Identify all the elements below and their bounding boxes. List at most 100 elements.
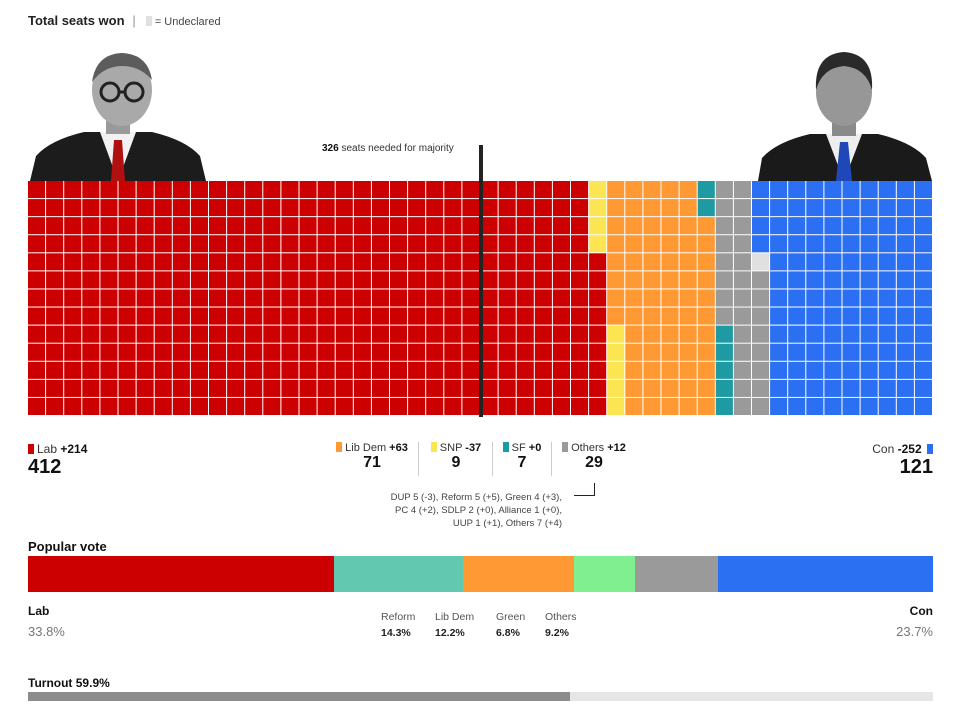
seat-lab: [172, 271, 190, 289]
others-swatch: [562, 442, 569, 452]
seat-con: [770, 379, 788, 397]
pv-reform: Reform 14.3%: [381, 611, 416, 639]
seat-lab: [100, 343, 118, 361]
seat-lab: [190, 271, 208, 289]
seat-lab: [571, 343, 589, 361]
seat-lab: [317, 361, 335, 379]
seat-lab: [263, 253, 281, 271]
undeclared-legend: = Undeclared: [145, 16, 221, 28]
seat-lab: [154, 379, 172, 397]
seat-lib-dem: [643, 253, 661, 271]
seat-lab: [299, 343, 317, 361]
seat-lab: [209, 397, 227, 415]
seat-lab: [263, 361, 281, 379]
seat-lab: [227, 361, 245, 379]
seat-lab: [408, 199, 426, 217]
seat-lab: [571, 199, 589, 217]
seat-lab: [209, 361, 227, 379]
seat-con: [788, 271, 806, 289]
seat-lib-dem: [679, 397, 697, 415]
seat-lab: [371, 379, 389, 397]
seat-lab: [245, 343, 263, 361]
seat-lib-dem: [607, 217, 625, 235]
seat-lab: [371, 361, 389, 379]
seat-lab: [136, 253, 154, 271]
seat-lab: [480, 235, 498, 253]
seat-lab: [227, 307, 245, 325]
seat-others: [733, 325, 751, 343]
seat-lib-dem: [607, 253, 625, 271]
seat-con: [770, 325, 788, 343]
seat-lab: [571, 253, 589, 271]
seat-lab: [100, 307, 118, 325]
seat-lib-dem: [643, 235, 661, 253]
seat-lab: [299, 271, 317, 289]
seat-lab: [534, 199, 552, 217]
seat-lab: [335, 325, 353, 343]
seat-lab: [408, 361, 426, 379]
seat-lab: [444, 199, 462, 217]
seat-lab: [353, 217, 371, 235]
seat-lab: [154, 343, 172, 361]
seat-lab: [209, 271, 227, 289]
seat-lab: [263, 379, 281, 397]
undeclared-swatch: [145, 16, 152, 26]
others-breakdown: DUP 5 (-3), Reform 5 (+5), Green 4 (+3),…: [390, 492, 562, 529]
seat-lab: [172, 289, 190, 307]
seat-lab: [209, 325, 227, 343]
majority-label: 326 seats needed for majority: [322, 143, 454, 154]
pv-others: Others 9.2%: [545, 611, 577, 639]
seat-others: [733, 271, 751, 289]
seat-lab: [118, 199, 136, 217]
seat-con: [842, 271, 860, 289]
seat-lib-dem: [679, 181, 697, 199]
seat-lab: [516, 181, 534, 199]
seat-lab: [136, 217, 154, 235]
seat-lab: [263, 271, 281, 289]
seat-lab: [281, 307, 299, 325]
seat-lib-dem: [661, 217, 679, 235]
seat-lab: [498, 379, 516, 397]
seat-lib-dem: [643, 271, 661, 289]
seat-lab: [371, 235, 389, 253]
seat-lab: [571, 361, 589, 379]
seat-con: [914, 379, 932, 397]
seat-others: [752, 271, 770, 289]
seat-con: [896, 199, 914, 217]
seat-lab: [408, 181, 426, 199]
seat-lab: [589, 397, 607, 415]
seat-con: [770, 271, 788, 289]
seat-lab: [46, 379, 64, 397]
seat-lab: [46, 199, 64, 217]
sf-seats: 7: [517, 454, 527, 471]
lab-change: +214: [60, 442, 88, 456]
seat-lab: [335, 199, 353, 217]
seat-lab: [299, 253, 317, 271]
seat-con: [914, 217, 932, 235]
seat-lab: [462, 397, 480, 415]
con-name: Con: [872, 442, 895, 456]
seat-lab: [426, 361, 444, 379]
seat-lab: [444, 307, 462, 325]
seat-lab: [353, 397, 371, 415]
seat-lib-dem: [661, 325, 679, 343]
seat-lab: [154, 217, 172, 235]
seat-lab: [516, 361, 534, 379]
seat-lab: [390, 379, 408, 397]
seat-lab: [46, 217, 64, 235]
seat-lab: [589, 361, 607, 379]
seat-con: [770, 307, 788, 325]
seat-lab: [245, 289, 263, 307]
seat-lab: [64, 217, 82, 235]
seat-lab: [100, 199, 118, 217]
seat-lab: [353, 307, 371, 325]
seat-lib-dem: [697, 289, 715, 307]
seat-lab: [46, 289, 64, 307]
seats-waffle-chart: [28, 181, 932, 415]
con-seats-block: Con -252 121: [872, 442, 933, 479]
seat-con: [878, 235, 896, 253]
seat-lib-dem: [679, 343, 697, 361]
seat-lab: [28, 253, 46, 271]
seat-lab: [552, 235, 570, 253]
seat-lab: [426, 325, 444, 343]
